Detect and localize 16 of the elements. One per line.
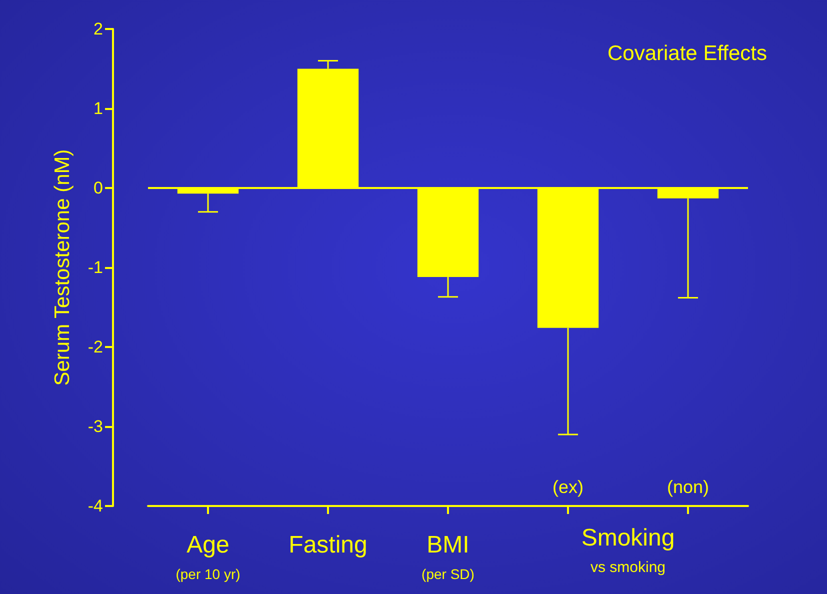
x-tick-label: BMI (per SD) — [422, 532, 474, 582]
y-tick-label: 2 — [94, 20, 103, 38]
text: Covariate Effects — [607, 42, 768, 65]
y-tick-label: -4 — [88, 496, 103, 516]
x-tick-label: Age (per 10 yr) — [176, 532, 240, 582]
y-tick-label: 1 — [94, 99, 103, 118]
text: vs smoking — [590, 559, 666, 576]
y-tick-label: -2 — [88, 338, 103, 356]
x-tick-label: Fasting — [288, 532, 368, 558]
x-tick-label: (non) — [666, 477, 710, 497]
text: Smoking — [581, 524, 675, 552]
y-axis-title: Serum Testosterone (nM) — [51, 149, 74, 386]
x-tick-label: (ex) — [552, 477, 584, 497]
y-tick-label: 0 — [94, 178, 103, 198]
y-tick-label: -1 — [88, 258, 103, 277]
y-tick-label: -3 — [88, 417, 103, 436]
